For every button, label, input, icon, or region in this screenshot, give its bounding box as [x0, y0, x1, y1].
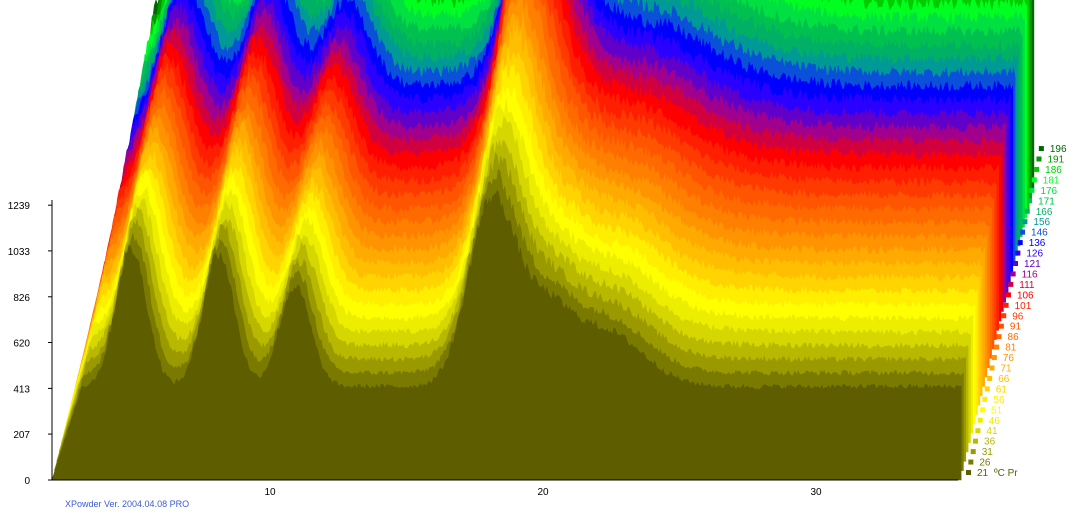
- legend-label: 51: [991, 405, 1003, 416]
- x-tick-label: 30: [810, 487, 822, 498]
- legend-swatch: [1015, 250, 1021, 256]
- legend-label: 171: [1038, 196, 1055, 207]
- legend-label: 36: [984, 437, 996, 448]
- legend-swatch: [1031, 177, 1037, 183]
- legend-swatch: [1038, 146, 1044, 152]
- y-tick-label: 413: [13, 384, 30, 395]
- legend-label: 56: [993, 395, 1005, 406]
- legend-label: 121: [1024, 259, 1041, 270]
- legend-swatch: [998, 323, 1004, 329]
- legend-label: 26: [979, 458, 991, 469]
- legend-label: 191: [1048, 155, 1065, 166]
- axes: [51, 200, 958, 481]
- legend-label: 101: [1015, 301, 1032, 312]
- legend-label: 66: [998, 374, 1010, 385]
- legend-swatch: [996, 334, 1002, 340]
- legend-label: 146: [1031, 228, 1048, 239]
- legend-label: 31: [982, 447, 994, 458]
- legend-label: 186: [1045, 165, 1062, 176]
- legend-label: 96: [1012, 311, 1024, 322]
- y-ticks: 0 207 413 620 826 1033 1239: [8, 201, 52, 487]
- legend-swatch: [989, 365, 995, 371]
- legend-swatch: [1036, 156, 1042, 162]
- legend-swatch: [966, 470, 971, 475]
- legend-swatch: [1008, 281, 1014, 287]
- legend-label: 196: [1050, 144, 1067, 155]
- legend-label: 181: [1043, 175, 1060, 186]
- y-tick-label: 620: [13, 338, 30, 349]
- legend-label: 46: [989, 416, 1001, 427]
- legend-swatch: [991, 355, 997, 361]
- legend-swatch: [1029, 187, 1035, 193]
- legend-swatch: [977, 417, 983, 423]
- legend-label: 126: [1026, 249, 1043, 260]
- temperature-legend: 21 ºC Pr263136414651566166717681869196101…: [966, 144, 1067, 479]
- x-ticks: 10 20 30: [264, 487, 822, 498]
- legend-swatch: [1020, 229, 1026, 235]
- y-tick-label: 0: [24, 476, 30, 487]
- legend-label: 61: [996, 384, 1008, 395]
- legend-label: 86: [1008, 332, 1020, 343]
- legend-label: 116: [1022, 269, 1038, 280]
- legend-label: 71: [1001, 364, 1013, 375]
- legend-swatch: [1017, 240, 1023, 246]
- legend-label: 21: [977, 468, 989, 479]
- legend-label: 176: [1040, 186, 1057, 197]
- legend-label: 166: [1036, 207, 1053, 218]
- legend-label: 156: [1033, 217, 1050, 228]
- legend-swatch: [1013, 261, 1018, 266]
- y-tick-label: 1239: [8, 201, 31, 212]
- legend-swatch: [1034, 166, 1040, 172]
- y-tick-label: 1033: [8, 247, 31, 258]
- legend-label: 91: [1010, 322, 1022, 333]
- legend-swatch: [975, 428, 981, 434]
- legend-label: 76: [1003, 353, 1015, 364]
- y-tick-label: 826: [13, 293, 30, 304]
- legend-swatch: [973, 438, 979, 444]
- legend-swatch: [1003, 302, 1009, 308]
- legend-swatch: [984, 386, 990, 392]
- waterfall-surface: [51, 0, 1035, 481]
- legend-label: 106: [1017, 290, 1034, 301]
- legend-swatch: [1005, 292, 1011, 298]
- legend-label: 41: [986, 426, 998, 437]
- legend-swatch: [1027, 198, 1033, 204]
- legend-unit: ºC Pr: [994, 468, 1018, 479]
- legend-label: 81: [1005, 343, 1017, 354]
- legend-swatch: [1010, 271, 1016, 277]
- legend-swatch: [994, 344, 1000, 350]
- version-footer: XPowder Ver. 2004.04.08 PRO: [65, 499, 190, 509]
- legend-swatch: [970, 449, 976, 455]
- legend-swatch: [1022, 219, 1028, 225]
- legend-swatch: [980, 407, 986, 413]
- series-21: [51, 189, 962, 481]
- legend-swatch: [1001, 313, 1007, 319]
- legend-label: 111: [1019, 280, 1035, 291]
- x-tick-label: 20: [537, 487, 549, 498]
- legend-label: 136: [1029, 238, 1046, 249]
- legend-swatch: [968, 459, 974, 465]
- legend-swatch: [982, 396, 988, 402]
- x-tick-label: 10: [264, 487, 276, 498]
- legend-swatch: [1024, 208, 1030, 214]
- y-tick-label: 207: [13, 430, 30, 441]
- legend-swatch: [987, 375, 993, 381]
